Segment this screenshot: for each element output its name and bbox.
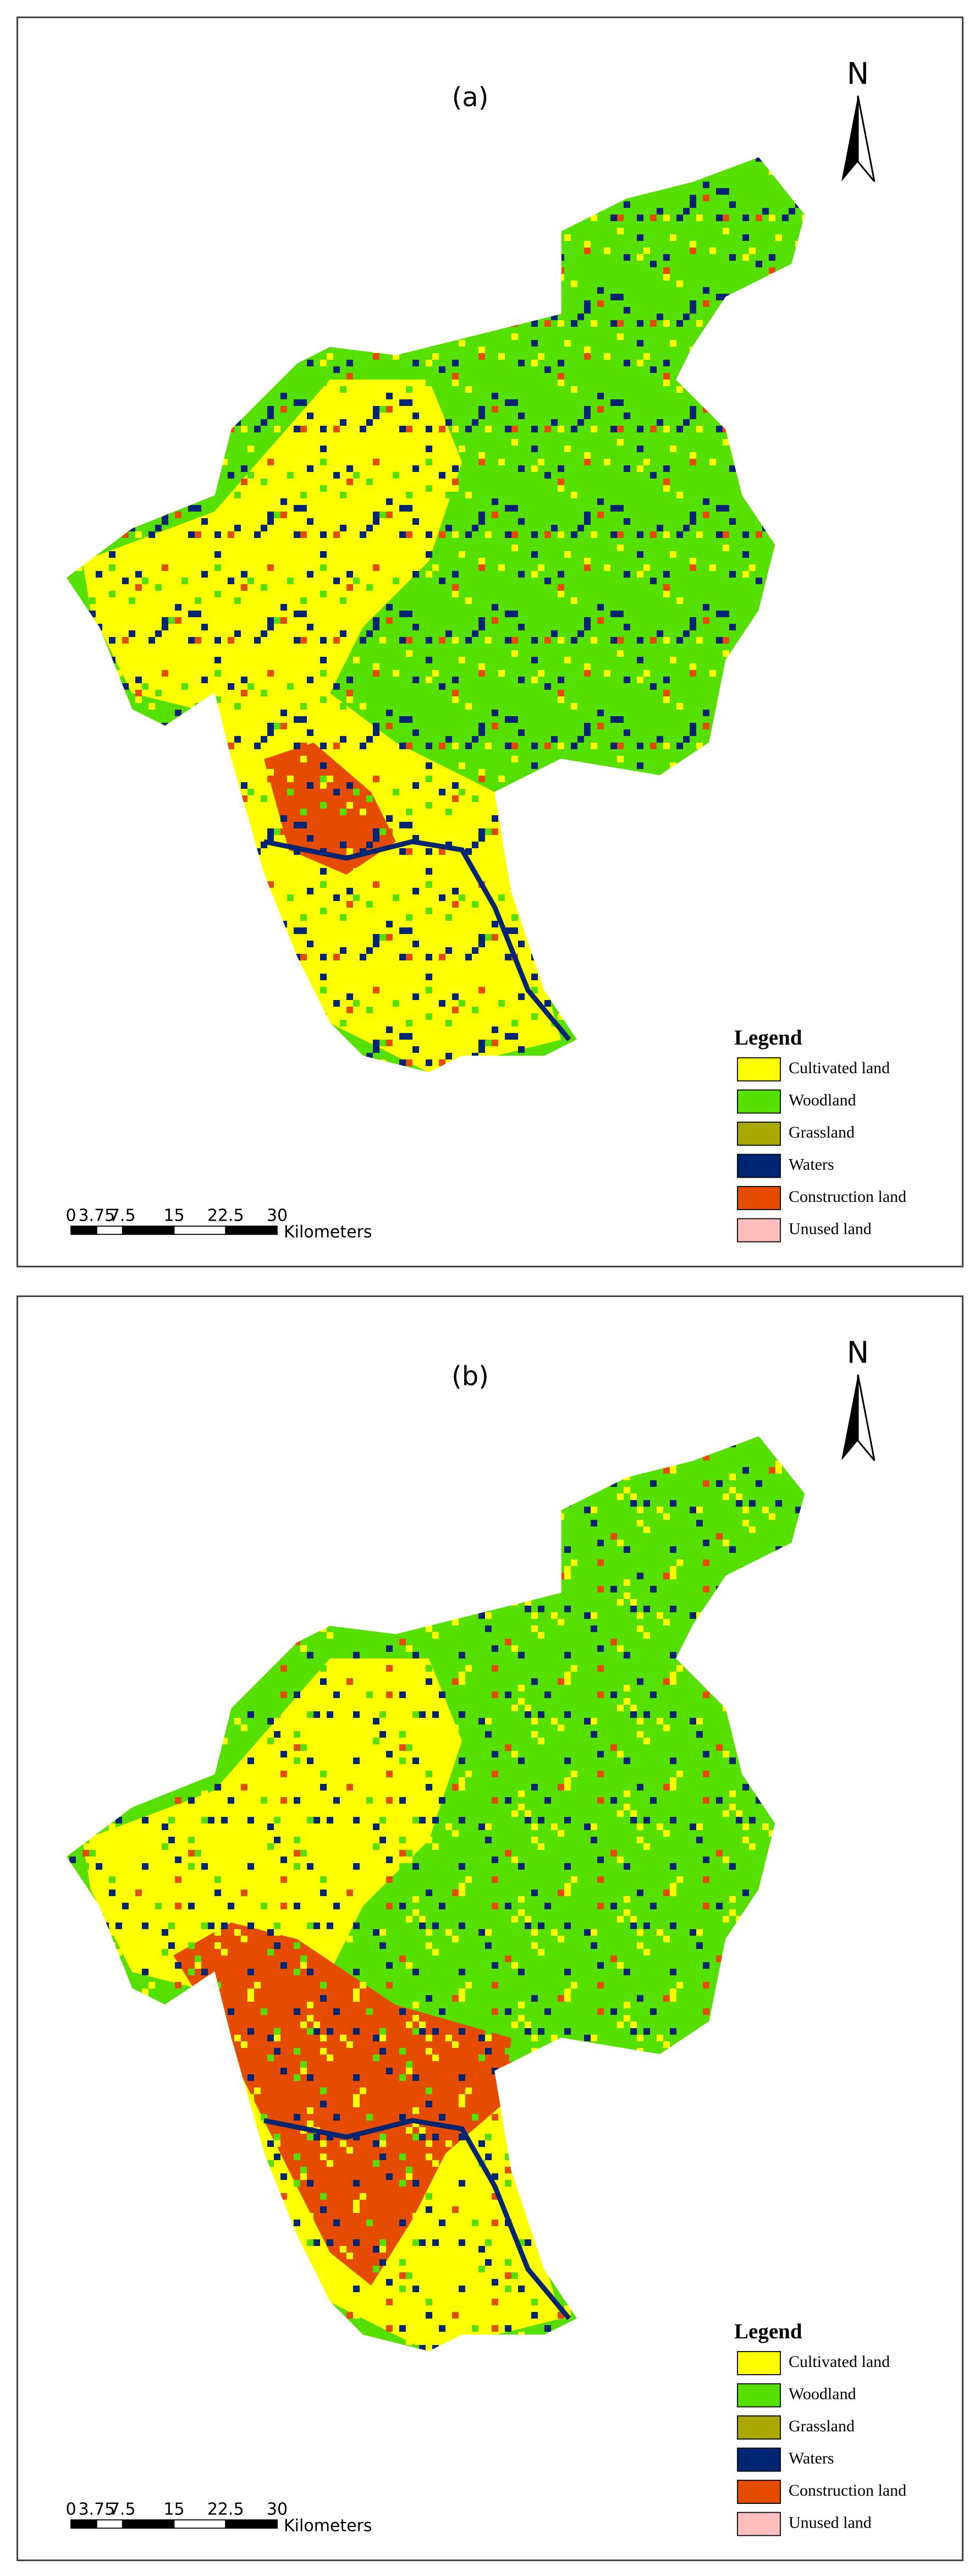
map-outline <box>65 1435 806 2352</box>
legend-swatch <box>737 2512 781 2536</box>
scale-segment <box>122 1226 175 1235</box>
scale-tick-label: 22.5 <box>207 1206 244 1226</box>
legend-swatch <box>737 1154 781 1178</box>
map-panel: (b) N Legend Cultivated land Woodland Grassla… <box>16 1295 964 2561</box>
north-label: N <box>847 1336 869 1370</box>
scale-unit: Kilometers <box>284 1223 372 1242</box>
scale-segment <box>96 2519 123 2529</box>
map-panel: (a) N Legend Cultivated land Woodland Grassla… <box>16 17 964 1267</box>
scale-tick-label: 0 <box>65 2500 76 2519</box>
panel-label: (a) <box>452 82 489 113</box>
legend-swatch <box>737 1089 781 1114</box>
legend-label: Woodland <box>789 1091 856 1109</box>
legend-label: Unused land <box>789 2513 872 2531</box>
scale-tick-label: 0 <box>65 1206 76 1226</box>
legend-label: Cultivated land <box>789 1059 890 1077</box>
legend-swatch <box>737 1218 781 1243</box>
scale-tick-label: 3.75 <box>78 2500 115 2519</box>
legend-label: Cultivated land <box>789 2353 890 2371</box>
north-arrow-left <box>841 1375 858 1460</box>
legend-label: Grassland <box>789 2417 855 2435</box>
scale-segment <box>225 2519 278 2529</box>
river <box>263 839 571 1041</box>
legend-label: Construction land <box>789 1188 906 1206</box>
panel-label: (b) <box>452 1361 489 1392</box>
scale-tick-label: 15 <box>163 1206 184 1226</box>
legend-swatch <box>737 2447 781 2472</box>
legend-swatch <box>737 1186 781 1210</box>
scale-tick-label: 7.5 <box>109 2500 136 2519</box>
map-outline <box>65 156 806 1073</box>
scale-tick-label: 30 <box>267 1206 288 1226</box>
scale-tick-label: 15 <box>163 2500 184 2519</box>
scale-tick-label: 22.5 <box>207 2500 244 2519</box>
scale-tick-label: 30 <box>267 2500 288 2519</box>
scale-unit: Kilometers <box>284 2517 372 2536</box>
north-arrow-right <box>857 95 876 182</box>
north-label: N <box>847 57 869 91</box>
scale-segment <box>122 2519 175 2529</box>
legend-swatch <box>737 1122 781 1146</box>
legend-swatch <box>737 2351 781 2375</box>
legend-label: Waters <box>789 2449 834 2467</box>
scale-segment <box>173 2519 227 2529</box>
scale-segment <box>96 1226 123 1235</box>
scale-tick-label: 7.5 <box>109 1206 136 1226</box>
scale-segment <box>70 2519 97 2529</box>
scale-segment <box>70 1226 97 1235</box>
legend-swatch <box>737 2383 781 2408</box>
north-arrow-right <box>857 1374 876 1461</box>
legend-title: Legend <box>734 1026 802 1050</box>
river <box>263 2118 571 2320</box>
legend-swatch <box>737 2415 781 2440</box>
legend-label: Grassland <box>789 1123 855 1141</box>
legend-label: Waters <box>789 1155 834 1173</box>
scale-segment <box>173 1226 227 1235</box>
scale-tick-label: 3.75 <box>78 1206 115 1226</box>
scale-segment <box>225 1226 278 1235</box>
legend-label: Woodland <box>789 2385 856 2403</box>
legend-label: Unused land <box>789 1220 872 1238</box>
legend-swatch <box>737 2480 781 2504</box>
legend-label: Construction land <box>789 2481 906 2500</box>
legend-swatch <box>737 1057 781 1081</box>
legend-title: Legend <box>734 2320 802 2343</box>
north-arrow-left <box>841 96 858 182</box>
